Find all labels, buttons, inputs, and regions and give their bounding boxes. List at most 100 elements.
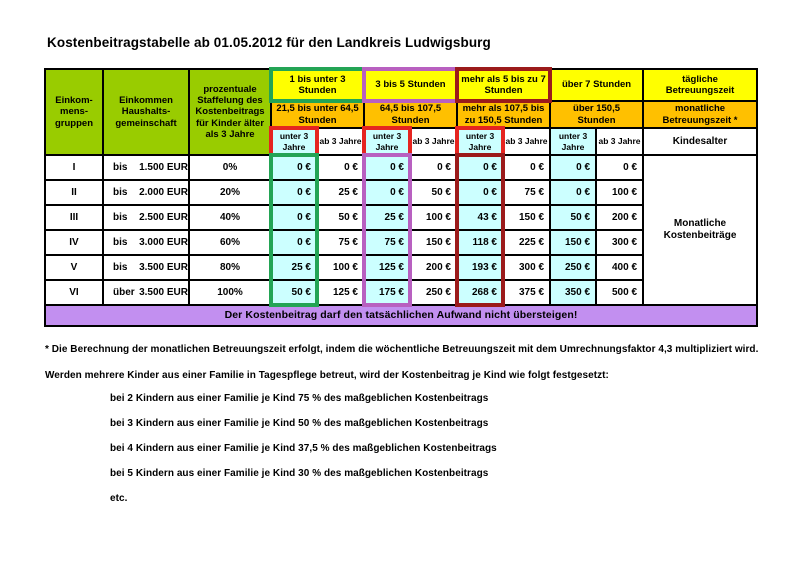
fee-cell: 0 € [270, 229, 318, 256]
footnote-calculation: * Die Berechnung der monatlichen Betreuu… [45, 344, 759, 355]
header-slot-over-7h: über 7 Stunden [549, 68, 645, 102]
fee-cell: 300 € [501, 254, 552, 281]
banner-row: Der Kostenbeitrag darf den tatsächlichen… [43, 304, 759, 327]
fee-cell: 175 € [363, 279, 411, 306]
fee-cell: 100 € [316, 254, 365, 281]
fee-cell: 0 € [549, 179, 598, 206]
fee-cell: 43 € [456, 204, 504, 231]
fee-cell: 250 € [549, 254, 598, 281]
fee-cell: 0 € [363, 154, 411, 181]
group-cell: II [44, 179, 104, 206]
group-cell: V [44, 254, 104, 281]
list-item: etc. [110, 493, 128, 504]
header-monthly-hours-4: über 150,5 Stunden [549, 100, 645, 129]
header-row-monthly: 21,5 bis unter 64,5 Stunden 64,5 bis 107… [45, 100, 759, 129]
fee-cell: 0 € [270, 204, 318, 231]
fee-cell: 0 € [549, 154, 598, 181]
fee-cell: 0 € [409, 154, 458, 181]
group-cell: IV [44, 229, 104, 256]
income-amount: 3.500 EUR [139, 286, 188, 298]
fee-cell: 350 € [549, 279, 598, 306]
header-income-groups: Einkom- mens- gruppen [44, 68, 104, 156]
fee-cell: 150 € [549, 229, 598, 256]
group-cell: I [44, 154, 104, 181]
income-prefix: bis [113, 236, 128, 248]
age-under3-label: unter 3 Jahre [363, 127, 411, 156]
fee-cell: 500 € [595, 279, 645, 306]
income-prefix: bis [113, 161, 128, 173]
fee-cell: 0 € [270, 154, 318, 181]
list-item: bei 5 Kindern aus einer Familie je Kind … [110, 468, 489, 479]
fee-cell: 75 € [363, 229, 411, 256]
multi-child-intro: Werden mehrere Kinder aus einer Familie … [45, 370, 609, 381]
fee-cell: 0 € [270, 179, 318, 206]
fee-cell: 75 € [501, 179, 552, 206]
income-cell: bis 3.000 EUR [102, 229, 190, 256]
header-slot-3-5h: 3 bis 5 Stunden [363, 68, 458, 102]
income-amount: 3.500 EUR [139, 261, 188, 273]
percent-cell: 20% [188, 179, 272, 206]
header-household-income: Einkommen Haushalts- gemeinschaft [102, 68, 190, 156]
header-percent-scale: prozentuale Staffelung des Kostenbeitrag… [188, 68, 272, 156]
age-over3-label: ab 3 Jahre [409, 127, 458, 156]
fee-cell: 50 € [409, 179, 458, 206]
header-monthly-care-time: monatliche Betreuungszeit * [642, 100, 759, 129]
table-row: V bis 3.500 EUR 80% 25 € 100 € 125 € 200 … [44, 254, 757, 281]
fee-cell: 50 € [316, 204, 365, 231]
header-row-age: unter 3 Jahre ab 3 Jahre unter 3 Jahre a… [45, 127, 759, 156]
income-cell: bis 3.500 EUR [102, 254, 190, 281]
income-prefix: über [113, 286, 135, 298]
fee-cell: 193 € [456, 254, 504, 281]
income-cell: bis 2.000 EUR [102, 179, 190, 206]
fee-cell: 0 € [456, 179, 504, 206]
fee-cell: 100 € [595, 179, 645, 206]
table-row: III bis 2.500 EUR 40% 0 € 50 € 25 € 100 €… [44, 204, 757, 231]
income-prefix: bis [113, 261, 128, 273]
fee-cell: 25 € [316, 179, 365, 206]
fee-cell: 25 € [270, 254, 318, 281]
header-slot-1-3h: 1 bis unter 3 Stunden [270, 68, 365, 102]
table-row: VI über 3.500 EUR 100% 50 € 125 € 175 € 2… [44, 279, 757, 306]
list-item: bei 4 Kindern aus einer Familie je Kind … [110, 443, 497, 454]
cost-contribution-table: Einkom- mens- gruppen Einkommen Haushalt… [43, 67, 759, 327]
fee-cell: 300 € [595, 229, 645, 256]
income-cell: über 3.500 EUR [102, 279, 190, 306]
header-daily-care-time: tägliche Betreuungszeit [642, 68, 759, 102]
header-row-daily: Einkom- mens- gruppen Einkommen Haushalt… [44, 68, 759, 156]
income-amount: 1.500 EUR [139, 161, 188, 173]
header-monthly-hours-3: mehr als 107,5 bis zu 150,5 Stunden [455, 100, 552, 129]
fee-cell: 25 € [363, 204, 411, 231]
age-over3-label: ab 3 Jahre [501, 127, 552, 156]
fee-cell: 0 € [456, 154, 504, 181]
monthly-contributions-label: Monatliche Kostenbeiträge [642, 154, 759, 306]
list-item: bei 2 Kindern aus einer Familie je Kind … [110, 393, 489, 404]
age-under3-label: unter 3 Jahre [270, 127, 318, 156]
income-cell: bis 1.500 EUR [102, 154, 190, 181]
fee-cell: 375 € [501, 279, 552, 306]
income-prefix: bis [113, 186, 128, 198]
income-amount: 3.000 EUR [139, 236, 188, 248]
group-cell: III [44, 204, 104, 231]
fee-cell: 200 € [409, 254, 458, 281]
fee-cell: 150 € [501, 204, 552, 231]
fee-cell: 0 € [316, 154, 365, 181]
list-item: bei 3 Kindern aus einer Familie je Kind … [110, 418, 489, 429]
percent-cell: 40% [188, 204, 272, 231]
fee-cell: 0 € [501, 154, 552, 181]
income-amount: 2.000 EUR [139, 186, 188, 198]
fee-cell: 50 € [270, 279, 318, 306]
multi-child-list: bei 2 Kindern aus einer Familie je Kind … [110, 393, 497, 518]
income-cell: bis 2.500 EUR [102, 204, 190, 231]
fee-cell: 0 € [363, 179, 411, 206]
fee-cell: 75 € [316, 229, 365, 256]
age-over3-label: ab 3 Jahre [316, 127, 365, 156]
percent-cell: 80% [188, 254, 272, 281]
table-row: IV bis 3.000 EUR 60% 0 € 75 € 75 € 150 € … [44, 229, 757, 256]
percent-cell: 0% [188, 154, 272, 181]
percent-cell: 60% [188, 229, 272, 256]
fee-cell: 118 € [456, 229, 504, 256]
max-cost-banner: Der Kostenbeitrag darf den tatsächlichen… [43, 304, 759, 327]
page-title: Kostenbeitragstabelle ab 01.05.2012 für … [47, 35, 491, 50]
header-slot-5-7h: mehr als 5 bis zu 7 Stunden [455, 68, 552, 102]
